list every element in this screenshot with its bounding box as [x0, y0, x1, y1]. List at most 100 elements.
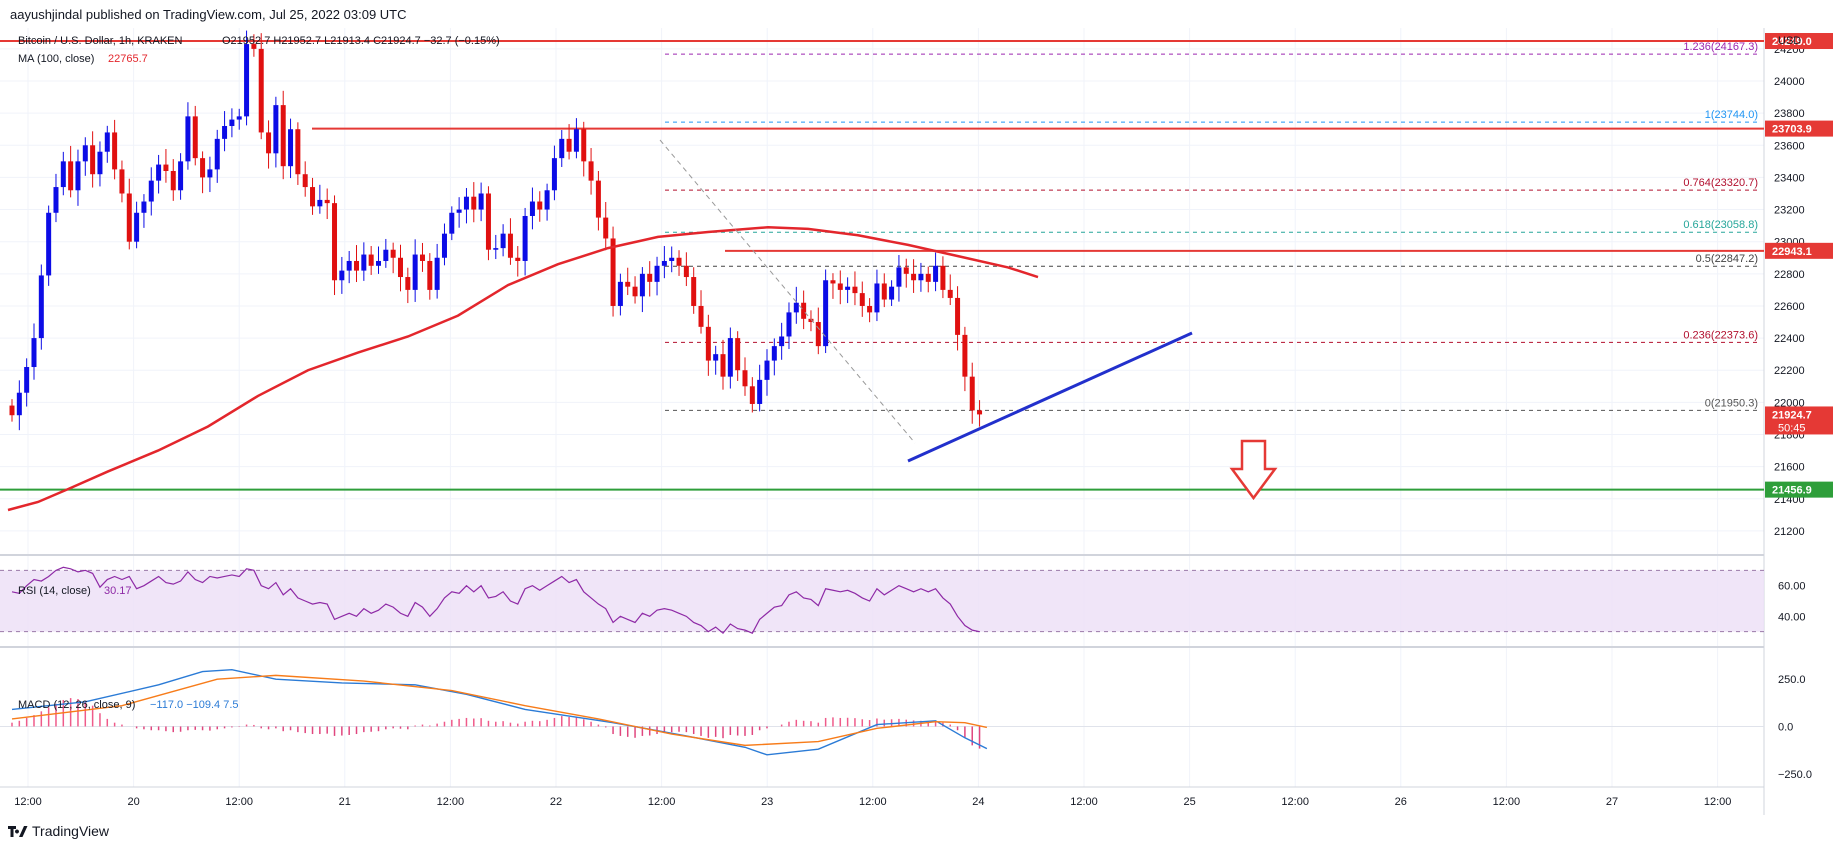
candle-body [896, 267, 902, 287]
candle-body [581, 129, 587, 162]
fib-label: 0(21950.3) [1705, 397, 1758, 409]
candle-body [24, 367, 30, 393]
candle-body [134, 212, 140, 242]
candle-body [617, 281, 623, 306]
candle-body [332, 203, 338, 281]
price-tick: 23800 [1774, 108, 1805, 120]
candle-body [720, 354, 726, 377]
candle-body [478, 193, 484, 210]
rsi-line [11, 566, 980, 635]
time-tick: 12:00 [648, 796, 676, 808]
candle-body [940, 265, 946, 290]
fib-label: 0.618(23058.8) [1683, 219, 1758, 231]
price-tick: 22400 [1774, 333, 1805, 345]
time-tick: 12:00 [859, 796, 887, 808]
price-tick: 22800 [1774, 269, 1805, 281]
time-tick: 21 [339, 796, 351, 808]
candle-body [676, 257, 682, 266]
time-tick: 26 [1395, 796, 1407, 808]
candle-body [207, 169, 213, 178]
candle-body [68, 161, 74, 191]
badge-resistance-1-text: 23703.9 [1772, 124, 1812, 136]
rsi-label: RSI (14, close) [18, 585, 91, 597]
candle-body [786, 312, 792, 337]
badge-support [1765, 481, 1833, 498]
candle-body [419, 254, 425, 261]
candle-body [823, 280, 829, 347]
candle-body [559, 138, 565, 159]
fibonacci-levels: 1.236(24167.3) 1(23744.0) 0.764(23320.7) 0.… [665, 41, 1760, 411]
candle-body [735, 338, 741, 371]
candle-body [90, 145, 96, 175]
badge-resistance-1 [1765, 120, 1833, 137]
fib-label: 0.5(22847.2) [1696, 253, 1758, 265]
horizontal-levels [0, 40, 1764, 491]
candle-body [683, 265, 689, 278]
candle-body [515, 257, 521, 261]
candle-body [192, 116, 198, 159]
time-tick: 23 [761, 796, 773, 808]
time-tick: 22 [550, 796, 562, 808]
price-axis[interactable]: 2120021400216002180022000222002240022600… [1765, 33, 1833, 781]
candle-body [588, 161, 594, 181]
candle-body [170, 170, 176, 191]
price-tick: 21200 [1774, 526, 1805, 538]
macd-tick: −250.0 [1778, 769, 1812, 781]
candle-body [485, 193, 491, 250]
candle-body [925, 273, 931, 282]
tradingview-logo[interactable]: TradingView [8, 823, 109, 839]
candle-body [573, 129, 579, 152]
candle-body [112, 132, 118, 170]
candle-body [412, 254, 418, 290]
rsi-tick: 60.00 [1778, 581, 1806, 593]
candle-body [493, 248, 499, 250]
badge-support-text: 21456.9 [1772, 485, 1812, 497]
candle-body [947, 289, 953, 298]
price-tick: 22000 [1774, 397, 1805, 409]
candle-body [801, 302, 807, 319]
candle-body [830, 280, 836, 284]
candle-body [288, 129, 294, 167]
candle-body [969, 376, 975, 411]
bitcoin-chart[interactable]: 1.236(24167.3) 1(23744.0) 0.764(23320.7) 0.… [0, 28, 1834, 815]
candle-body [933, 265, 939, 282]
symbol-title: Bitcoin / U.S. Dollar, 1h, KRAKEN [18, 35, 183, 47]
candle-body [258, 48, 264, 133]
candle-body [449, 212, 455, 234]
candle-body [610, 238, 616, 306]
candle-body [302, 174, 308, 188]
macd-pane [0, 668, 1764, 756]
badge-resistance-2 [1765, 242, 1833, 259]
ma-value: 22765.7 [108, 53, 148, 65]
price-tick: 23600 [1774, 140, 1805, 152]
time-axis[interactable]: 12:00 20 12:00 21 12:00 22 12:00 23 12:00 24 12:00… [14, 796, 1731, 808]
macd-histogram [0, 698, 1764, 749]
price-tick: 24000 [1774, 76, 1805, 88]
candle-body [280, 105, 286, 167]
candle-body [727, 338, 733, 377]
candle-body [383, 249, 389, 261]
candle-body [236, 116, 242, 120]
price-tick: 22600 [1774, 301, 1805, 313]
candle-body [463, 196, 469, 210]
candle-body [815, 322, 821, 347]
candle-body [456, 209, 462, 213]
candle-body [500, 233, 506, 249]
candle-body [713, 354, 719, 361]
rising-trendline [907, 331, 1193, 463]
time-tick: 12:00 [1281, 796, 1309, 808]
candle-body [126, 193, 132, 242]
badge-resistance-2-text: 22943.1 [1772, 246, 1812, 258]
candle-body [266, 132, 272, 154]
candle-body [529, 201, 535, 216]
candle-body [376, 260, 381, 266]
candle-body [60, 161, 66, 188]
macd-line [11, 668, 988, 756]
candle-body [75, 161, 81, 191]
candle-body [632, 286, 638, 297]
candle-body [537, 201, 543, 210]
candle-body [251, 44, 257, 49]
candle-body [544, 190, 550, 210]
candle-body [522, 215, 528, 261]
candle-body [911, 273, 917, 281]
